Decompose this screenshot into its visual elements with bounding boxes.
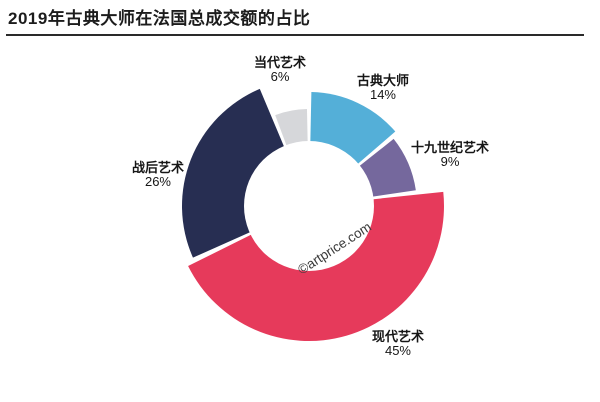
slice-label-2: 十九世纪艺术 9% (411, 141, 489, 169)
slice-percent-label: 6% (270, 69, 290, 84)
slice-name-label: 现代艺术 (371, 329, 425, 344)
chart-title: 2019年古典大师在法国总成交额的占比 (8, 9, 311, 28)
slice-label-4: 战后艺术 26% (132, 161, 184, 189)
slice-label-3: 现代艺术 45% (372, 330, 424, 358)
title-underline (6, 34, 584, 37)
figure-header: 2019年古典大师在法国总成交额的占比 (0, 0, 600, 37)
slice-name-label: 当代艺术 (253, 55, 307, 70)
slice-percent-label: 14% (369, 87, 397, 102)
slice-percent-label: 45% (384, 343, 412, 358)
slice-name-label: 古典大师 (356, 73, 410, 88)
slice-percent-label: 26% (144, 174, 172, 189)
donut-hole (244, 141, 374, 271)
slice-name-label: 战后艺术 (131, 160, 185, 175)
slice-percent-label: 9% (440, 154, 460, 169)
slice-label-1: 古典大师 14% (357, 74, 409, 102)
slice-label-5: 当代艺术 6% (254, 56, 306, 84)
slice-name-label: 十九世纪艺术 (410, 140, 490, 155)
